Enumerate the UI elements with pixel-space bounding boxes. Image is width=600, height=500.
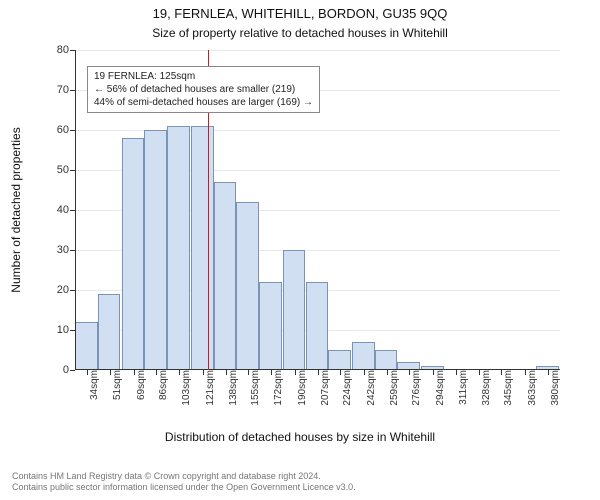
x-tick-label: 121sqm (199, 370, 216, 406)
histogram-chart: 01020304050607080 34sqm51sqm69sqm86sqm10… (75, 50, 560, 370)
footer-line: Contains HM Land Registry data © Crown c… (12, 471, 588, 483)
y-axis-label: Number of detached properties (9, 127, 23, 292)
x-tick-label: 328sqm (475, 370, 492, 406)
annotation-line: ← 56% of detached houses are smaller (21… (94, 83, 313, 96)
x-tick-label: 380sqm (544, 370, 561, 406)
x-tick-label: 363sqm (521, 370, 538, 406)
annotation-line: 19 FERNLEA: 125sqm (94, 70, 313, 83)
x-tick-label: 311sqm (452, 370, 469, 405)
x-tick-label: 103sqm (175, 370, 192, 406)
x-tick-label: 294sqm (429, 370, 446, 406)
x-tick-label: 224sqm (336, 370, 353, 406)
x-tick-label: 69sqm (130, 370, 147, 400)
x-tick-label: 345sqm (497, 370, 514, 406)
x-tick-label: 172sqm (267, 370, 284, 406)
x-tick-label: 51sqm (106, 370, 123, 400)
x-tick-label: 242sqm (360, 370, 377, 406)
x-tick-label: 207sqm (314, 370, 331, 406)
x-axis-label: Distribution of detached houses by size … (0, 430, 600, 444)
footer-line: Contains public sector information licen… (12, 482, 588, 494)
annotation-line: 44% of semi-detached houses are larger (… (94, 96, 313, 109)
annotation-box: 19 FERNLEA: 125sqm ← 56% of detached hou… (87, 66, 320, 113)
page-title: 19, FERNLEA, WHITEHILL, BORDON, GU35 9QQ (0, 6, 600, 21)
x-tick-label: 276sqm (405, 370, 422, 406)
x-tick-label: 86sqm (152, 370, 169, 400)
x-tick-label: 138sqm (222, 370, 239, 406)
x-tick-label: 155sqm (244, 370, 261, 406)
subtitle: Size of property relative to detached ho… (0, 26, 600, 40)
x-tick-label: 34sqm (83, 370, 100, 400)
footer: Contains HM Land Registry data © Crown c… (0, 471, 600, 494)
x-tick-label: 190sqm (291, 370, 308, 406)
x-tick-label: 259sqm (383, 370, 400, 406)
